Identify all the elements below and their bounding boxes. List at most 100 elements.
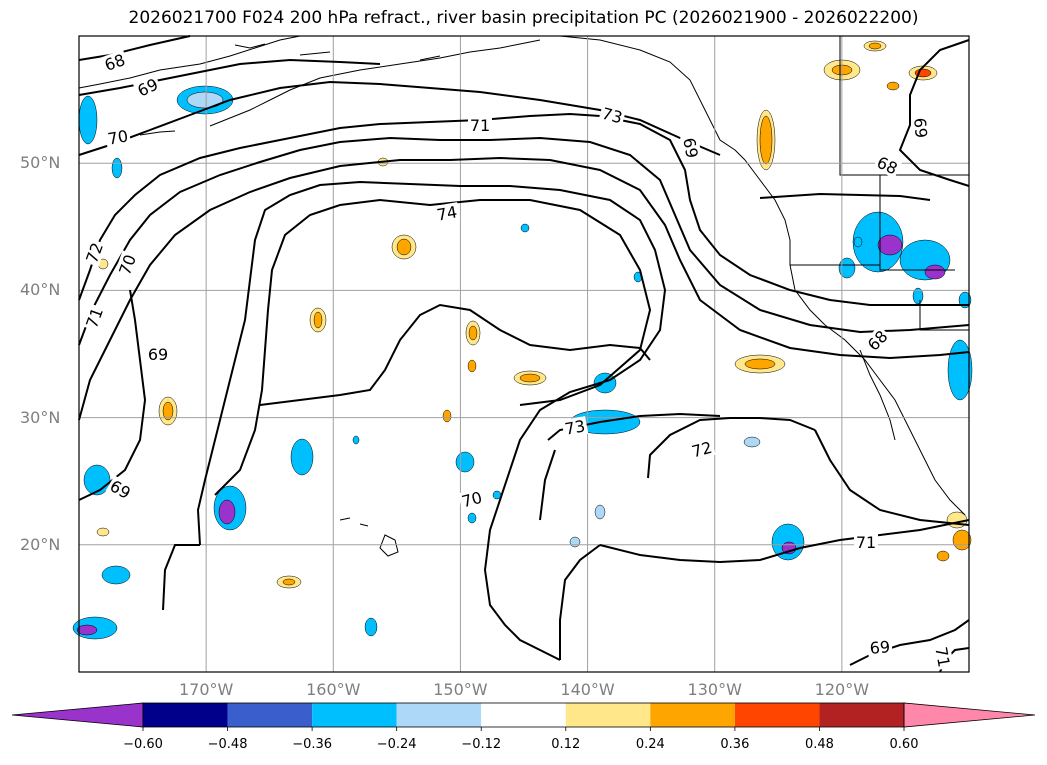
height-contour xyxy=(162,544,200,611)
precip-area xyxy=(111,157,123,179)
precip-area xyxy=(743,436,761,448)
height-contour xyxy=(898,39,970,187)
precip-area xyxy=(886,81,900,91)
precip-area xyxy=(569,536,581,548)
colorbar-segment xyxy=(734,703,820,727)
contour-label-bg xyxy=(81,238,107,268)
contour-label-bg xyxy=(105,475,136,503)
coastline-segment xyxy=(879,175,955,271)
lon-label: 150°W xyxy=(433,680,488,699)
coastline-segment xyxy=(209,39,541,127)
coastline-segment xyxy=(839,36,969,176)
precip-area xyxy=(96,527,110,537)
precip-area xyxy=(838,257,856,279)
lon-label: 170°W xyxy=(178,680,234,699)
coastline-segment xyxy=(139,130,176,136)
precip-area xyxy=(186,91,224,109)
contour-label: 73 xyxy=(563,416,586,438)
precip-area xyxy=(594,504,606,520)
contour-label-bg xyxy=(932,643,954,671)
contour-label-bg xyxy=(862,325,893,356)
map-frame xyxy=(78,35,970,673)
precip-area xyxy=(76,624,98,636)
contour-label: 73 xyxy=(600,104,625,128)
contour-label: 69 xyxy=(910,117,931,139)
height-contour xyxy=(647,417,816,479)
precip-area xyxy=(868,42,882,50)
height-contour xyxy=(214,198,652,496)
height-contour xyxy=(547,412,721,441)
colorbar-tick-label: 0.60 xyxy=(889,737,919,752)
colorbar-segment xyxy=(396,703,482,727)
contour-label-bg xyxy=(132,73,163,101)
contour-label: 71 xyxy=(856,533,876,552)
contour-label-bg xyxy=(872,151,903,179)
contour-label: 69 xyxy=(148,345,168,364)
colorbar-tick-label: 0.36 xyxy=(720,737,750,752)
contour-label-bg xyxy=(100,49,130,75)
height-contour xyxy=(559,544,601,660)
colorbar-segment xyxy=(143,703,228,727)
colorbar-tick-label: 0.48 xyxy=(804,737,834,752)
lat-label: 20°N xyxy=(20,534,61,554)
contour-label-bg xyxy=(680,134,702,162)
height-contour xyxy=(814,429,970,526)
precip-area xyxy=(952,529,972,551)
lat-label: 50°N xyxy=(20,153,61,173)
contour-layer xyxy=(78,35,970,673)
colorbar-segment xyxy=(481,703,566,727)
precip-area xyxy=(218,499,236,525)
colorbar-extend-low xyxy=(11,702,144,728)
height-contour xyxy=(759,192,931,201)
precip-area xyxy=(282,578,296,586)
map-title: 2026021700 F024 200 hPa refract., river … xyxy=(128,8,919,28)
height-contour xyxy=(78,289,147,501)
contour-label: 74 xyxy=(435,202,458,224)
contour-label: 69 xyxy=(135,75,161,101)
coastline-segment xyxy=(78,35,301,89)
precip-area xyxy=(78,95,98,145)
precip-area xyxy=(467,512,477,524)
contour-label-bg xyxy=(598,103,627,127)
coastline-segment xyxy=(744,159,966,516)
contour-label-bg xyxy=(146,345,170,363)
precip-area xyxy=(924,264,946,280)
lon-label: 120°W xyxy=(814,680,870,699)
colorbar-segment xyxy=(819,703,904,727)
contour-label: 72 xyxy=(690,438,715,462)
height-contour xyxy=(78,58,381,96)
precip-area xyxy=(759,115,773,165)
lon-label: 130°W xyxy=(687,680,742,699)
contour-label-bg xyxy=(457,487,486,511)
precip-area xyxy=(947,339,973,401)
coastline-segment xyxy=(234,43,441,61)
contour-label: 69 xyxy=(869,637,891,658)
contour-label-bg xyxy=(867,636,893,658)
lon-label: 140°W xyxy=(560,680,615,699)
height-contour xyxy=(849,619,970,666)
contour-label-bg xyxy=(910,115,932,141)
colorbar-outline xyxy=(142,702,905,728)
contour-label-bg xyxy=(104,126,132,148)
precip-area xyxy=(364,617,378,637)
colorbar-segment xyxy=(312,703,397,727)
precip-area xyxy=(396,238,412,256)
colorbar-segment xyxy=(650,703,735,727)
colorbar-tick-label: 0.24 xyxy=(635,737,665,752)
precip-area xyxy=(442,409,452,423)
precip-fill-layer xyxy=(72,40,973,640)
precip-area xyxy=(877,234,903,256)
colorbar-tick-label: −0.24 xyxy=(376,737,417,752)
contour-label-bg xyxy=(561,416,589,438)
height-contour xyxy=(78,112,969,306)
lon-label: 160°W xyxy=(306,680,361,699)
colorbar-tick-label: 0.12 xyxy=(551,737,581,752)
precip-area xyxy=(101,565,131,585)
contour-label-bg xyxy=(687,437,716,461)
contour-label-bg xyxy=(114,250,140,280)
precip-area xyxy=(852,211,904,273)
contour-label: 71 xyxy=(470,116,490,135)
height-contour xyxy=(78,136,970,346)
